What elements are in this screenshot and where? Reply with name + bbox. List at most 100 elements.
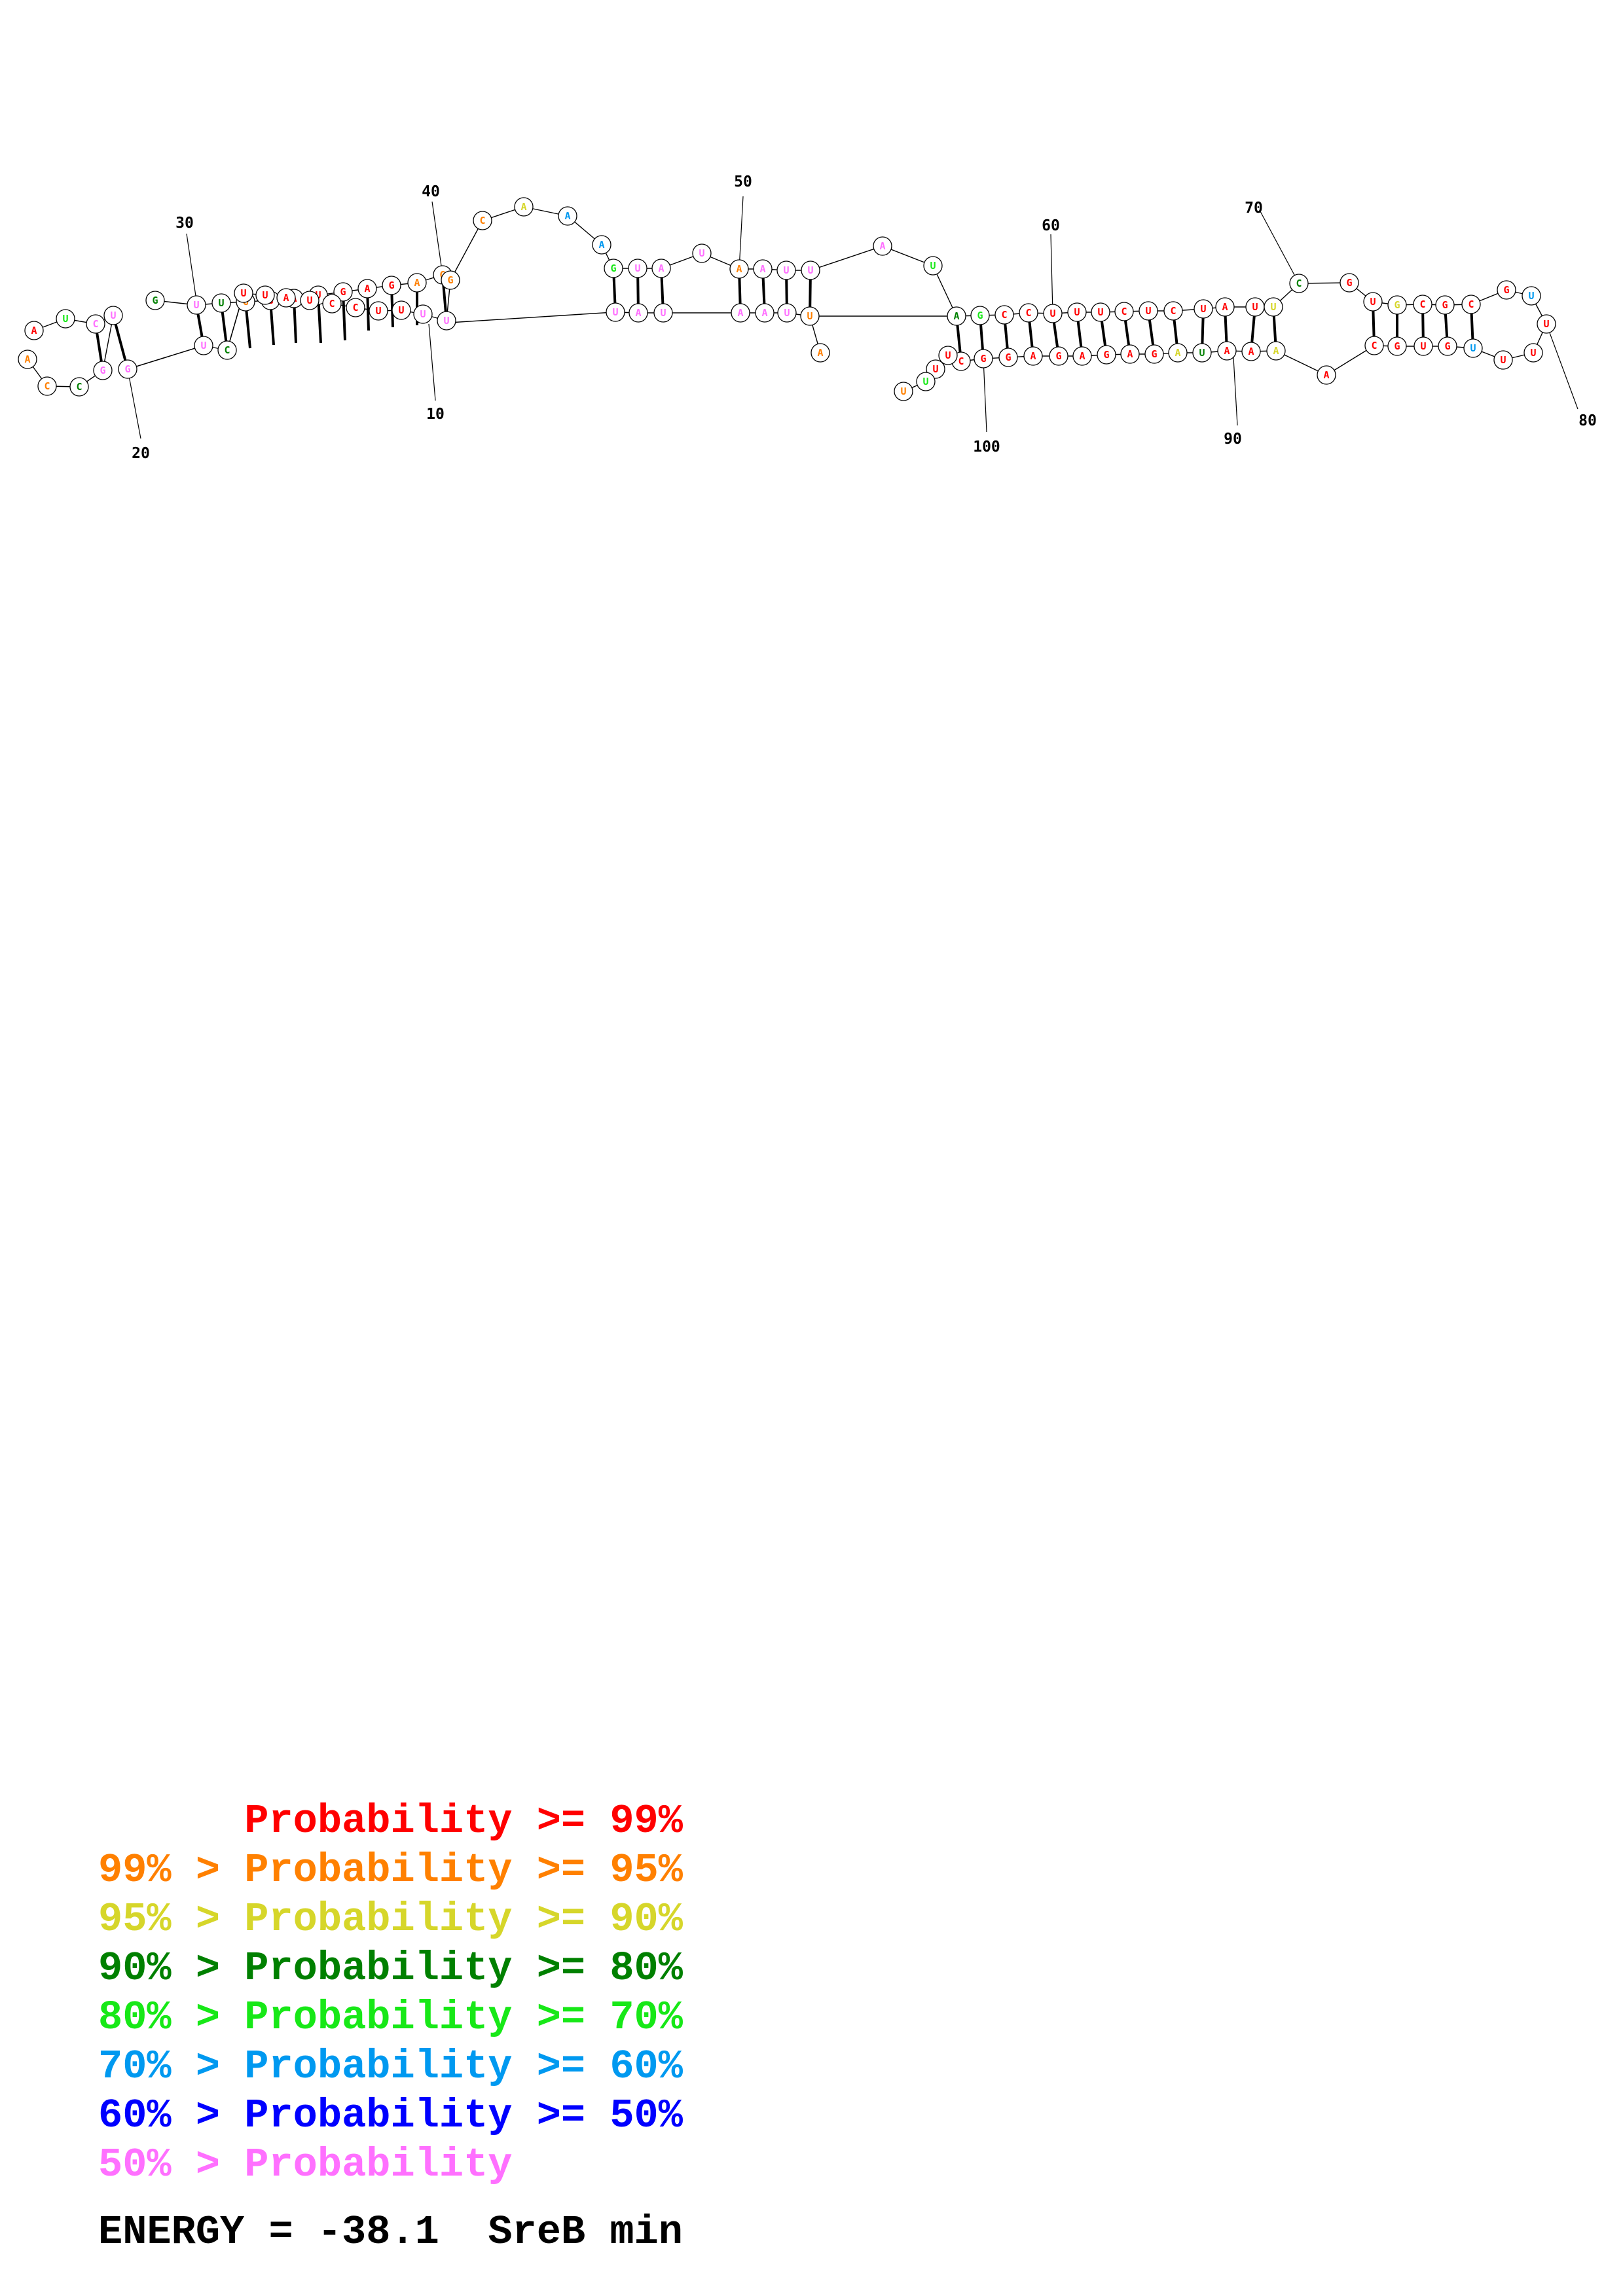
nucleotide-circle	[994, 305, 1014, 325]
nucleotide-circle	[441, 270, 460, 290]
nucleotide: U	[1139, 301, 1158, 321]
nucleotide-letter: A	[1222, 301, 1228, 313]
nucleotide-circle	[970, 306, 990, 325]
nucleotide-letter: C	[1001, 309, 1007, 321]
nucleotide-circle	[729, 259, 749, 279]
nucleotide-letter: U	[240, 287, 246, 299]
nucleotide: A	[18, 350, 37, 369]
nucleotide-circle	[145, 291, 165, 310]
nucleotide-circle	[1097, 345, 1116, 365]
nucleotide: U	[894, 382, 913, 401]
nucleotide-letter: U	[807, 264, 813, 276]
number-tick	[1050, 234, 1053, 314]
nucleotide-circle	[753, 259, 773, 279]
nucleotide: U	[1091, 302, 1110, 322]
nucleotide-circle	[1266, 341, 1286, 361]
nucleotide: C	[322, 294, 342, 314]
legend-prefix	[98, 1798, 244, 1844]
number-tick	[1546, 323, 1578, 410]
nucleotide: U	[211, 293, 231, 313]
nucleotide: U	[103, 306, 123, 325]
nucleotide-circle	[1317, 365, 1336, 385]
nucleotide: G	[441, 270, 460, 290]
nucleotide: A	[1266, 341, 1286, 361]
nucleotide-circle	[118, 359, 137, 379]
nucleotide: U	[187, 295, 206, 315]
backbone-segment	[810, 245, 883, 271]
nucleotide-letter: U	[193, 299, 199, 311]
legend-text: Probability	[244, 2142, 513, 2188]
number-labels: 10 20 30 40 50 60 70 80 90 100	[132, 173, 1597, 462]
nucleotide-letter: U	[783, 264, 789, 276]
nucleotide-letter: G	[980, 353, 986, 365]
nucleotide-circle	[811, 343, 830, 363]
nucleotide: A	[1215, 297, 1235, 317]
nucleotide-letter: U	[1370, 296, 1376, 308]
nucleotide: A	[1217, 341, 1237, 361]
nucleotide-circle	[1438, 336, 1457, 356]
nucleotide: A	[407, 273, 427, 293]
nucleotide: G	[1144, 344, 1164, 364]
nucleotide-circle	[369, 301, 388, 321]
nucleotide-letter: A	[1030, 350, 1036, 362]
nucleotide: A	[651, 259, 671, 278]
nucleotide-letter: U	[1470, 342, 1476, 354]
nucleotide-circle	[187, 295, 206, 315]
nucleotide-letter: C	[1025, 307, 1031, 319]
nucleotide: C	[1019, 303, 1038, 323]
nucleotide-letter: A	[761, 307, 767, 319]
nucleotide-circle	[1217, 341, 1237, 361]
nucleotide-letter: A	[283, 292, 289, 304]
legend-row: 99% > Probability >= 95%	[98, 1846, 683, 1895]
nucleotide: G	[118, 359, 137, 379]
nucleotide-letter: U	[634, 262, 640, 274]
legend-prefix: 95% >	[98, 1896, 245, 1943]
legend-row: 50% > Probability	[98, 2140, 683, 2189]
nucleotide-circle	[211, 293, 231, 313]
nucleotide-letter: G	[1394, 299, 1400, 311]
nucleotide: G	[1387, 336, 1407, 356]
nucleotide-letter: U	[1420, 340, 1426, 352]
nucleotide: U	[776, 260, 796, 280]
nucleotide: U	[801, 260, 820, 280]
probability-legend: Probability >= 99% 99% > Probability >= 9…	[98, 1797, 683, 2189]
nucleotide-circle	[86, 314, 105, 334]
nucleotide-letter: U	[306, 295, 312, 306]
nucleotide-circle	[692, 243, 712, 263]
nucleotide-letter: U	[398, 304, 404, 316]
nucleotide: U	[1522, 286, 1541, 306]
number-tick	[431, 201, 443, 276]
legend-row: 70% > Probability >= 60%	[98, 2042, 683, 2091]
nucleotide-letter: G	[124, 363, 130, 375]
nucleotide-letter: U	[1500, 354, 1506, 366]
nucleotide-circle	[800, 306, 820, 326]
nucleotide-circle	[629, 303, 648, 323]
nucleotide-letter: A	[1323, 369, 1329, 381]
nucleotide-letter: G	[1005, 351, 1011, 363]
nucleotide: U	[1192, 343, 1212, 363]
nucleotide: G	[1438, 336, 1457, 356]
nucleotide-letter: U	[110, 310, 116, 321]
nucleotide-letter: C	[1170, 305, 1176, 317]
nucleotide: A	[592, 235, 611, 255]
number-tick	[1233, 357, 1238, 426]
nucleotide-circle	[333, 282, 353, 302]
nucleotide-letter: G	[977, 310, 983, 321]
nucleotide: A	[729, 259, 749, 279]
nucleotide: C	[217, 340, 237, 360]
nucleotide-circle	[1192, 343, 1212, 363]
nucleotide-letter: G	[152, 295, 158, 306]
nucleotide-letter: A	[1273, 345, 1279, 357]
nucleotide: A	[558, 206, 577, 226]
nucleotide-circle	[1168, 343, 1188, 363]
nucleotide-letter: U	[1200, 303, 1206, 315]
legend-prefix: 90% >	[98, 1945, 245, 1992]
nucleotide-circle	[1364, 336, 1384, 355]
nucleotide-circle	[194, 336, 213, 355]
number-tick	[1260, 211, 1300, 284]
nucleotide-circle	[651, 259, 671, 278]
nucleotide-letter: U	[930, 260, 936, 272]
nucleotide-circle	[1194, 299, 1213, 319]
nucleotide: C	[346, 298, 365, 317]
nucleotide-circle	[37, 376, 57, 396]
